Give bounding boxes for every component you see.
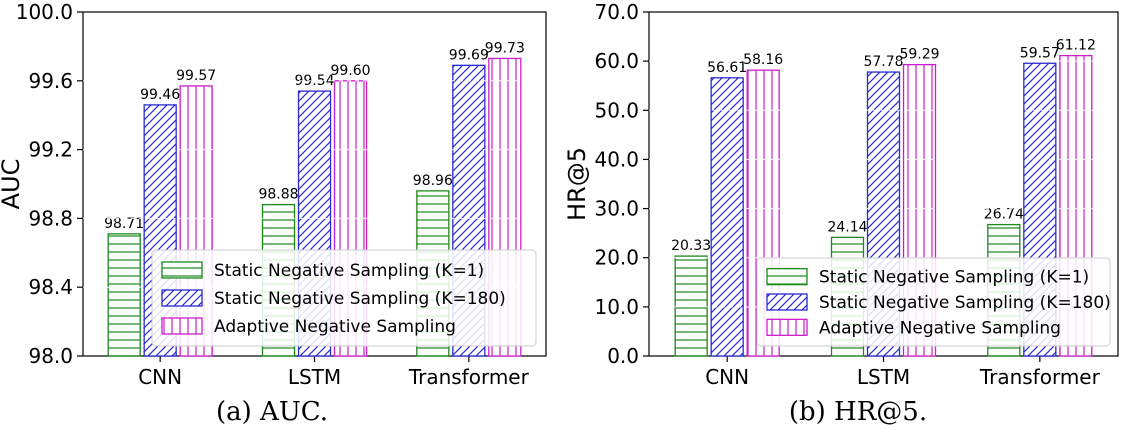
x-tick-label: LSTM: [288, 365, 341, 389]
y-tick-label: 98.4: [28, 275, 73, 299]
data-label: 57.78: [863, 54, 903, 70]
legend-label: Static Negative Sampling (K=180): [819, 293, 1111, 313]
figure-caption: (a) AUC.: [216, 397, 328, 427]
data-label: 98.71: [104, 216, 144, 232]
y-tick-label: 99.2: [28, 138, 73, 162]
y-tick-label: 0.0: [607, 344, 639, 368]
data-label: 99.73: [485, 40, 525, 56]
y-tick-label: 60.0: [594, 49, 639, 73]
chart-hr5: 0.0 10.0 20.0 30.0 40.0 50.0 60.0 70.0 HR@5 CNN 20…: [563, 0, 1119, 427]
data-label: 20.33: [671, 238, 711, 254]
data-label: 98.88: [258, 187, 298, 203]
chart-auc: 98.0 98.4 98.8 99.2 99.6 100.0 AUC CNN 98.71 99.4…: [0, 0, 547, 427]
legend-swatch: [766, 318, 808, 336]
legend-label: Adaptive Negative Sampling: [819, 318, 1061, 338]
data-label: 61.12: [1056, 38, 1096, 54]
y-tick-label: 40.0: [594, 147, 639, 171]
y-tick-label: 10.0: [594, 295, 639, 319]
data-label: 99.57: [176, 68, 216, 84]
x-tick-label: CNN: [705, 365, 749, 389]
legend: Static Negative Sampling (K=1) Static Neg…: [756, 257, 1111, 347]
data-label: 24.14: [827, 219, 867, 235]
legend-box: [756, 257, 1111, 347]
y-axis-title: AUC: [0, 159, 25, 210]
bar-cnn-series-2: [710, 77, 744, 357]
data-label: 59.57: [1020, 45, 1060, 61]
data-label: 99.46: [140, 87, 180, 103]
x-tick-label: Transformer: [408, 365, 530, 389]
x-tick-label: CNN: [138, 365, 182, 389]
x-tick-label: LSTM: [857, 365, 910, 389]
legend-swatch: [161, 261, 203, 279]
y-tick-label: 50.0: [594, 98, 639, 122]
data-label: 59.29: [899, 47, 939, 63]
data-label: 56.61: [707, 60, 747, 76]
data-label: 58.16: [743, 52, 783, 68]
data-label: 99.69: [449, 47, 489, 63]
data-label: 99.54: [294, 73, 334, 89]
legend-swatch: [161, 317, 203, 335]
legend-label: Static Negative Sampling (K=1): [214, 261, 484, 281]
y-tick-label: 30.0: [594, 197, 639, 221]
data-label: 26.74: [984, 207, 1024, 223]
y-tick-label: 98.0: [28, 344, 73, 368]
y-tick-label: 99.6: [28, 69, 73, 93]
y-tick-label: 20.0: [594, 246, 639, 270]
legend-label: Static Negative Sampling (K=180): [214, 289, 506, 309]
figure-caption: (b) HR@5.: [789, 397, 927, 427]
legend-label: Static Negative Sampling (K=1): [819, 268, 1089, 288]
legend-swatch: [161, 289, 203, 307]
legend-swatch: [766, 293, 808, 311]
y-tick-label: 70.0: [594, 0, 639, 24]
y-axis-title: HR@5: [563, 147, 591, 221]
y-tick-label: 98.8: [28, 206, 73, 230]
bar-cnn-series-1: [674, 255, 708, 357]
legend-label: Adaptive Negative Sampling: [214, 317, 456, 337]
y-tick-label: 100.0: [16, 0, 73, 24]
data-label: 99.60: [330, 63, 370, 79]
data-label: 98.96: [413, 173, 453, 189]
legend-box: [151, 249, 537, 347]
x-tick-label: Transformer: [979, 365, 1101, 389]
bar-cnn-series-1: [107, 233, 141, 357]
legend: Static Negative Sampling (K=1) Static Neg…: [151, 249, 537, 347]
legend-swatch: [766, 268, 808, 286]
